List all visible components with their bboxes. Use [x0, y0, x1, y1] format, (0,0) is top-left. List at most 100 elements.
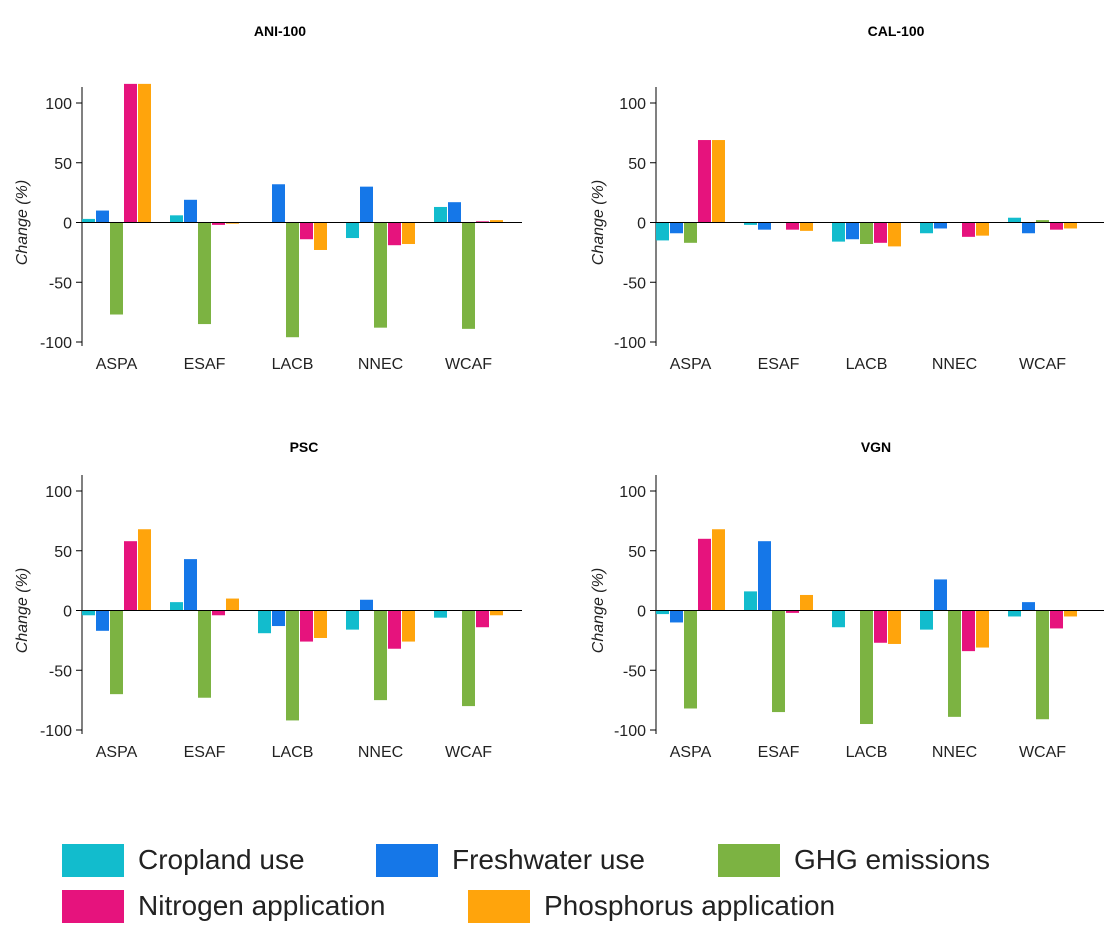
panel-ani-100-bar-lacb-nitrogen-application [300, 222, 313, 240]
panel-vgn-bar-wcaf-ghg-emissions [1036, 610, 1049, 720]
panel-cal-100-bar-aspa-phosphorus-application [712, 140, 725, 223]
legend-item-cropland-use: Cropland use [62, 840, 305, 880]
panel-psc-bar-aspa-ghg-emissions [110, 610, 123, 695]
panel-psc-bar-nnec-cropland-use [346, 610, 359, 630]
panel-cal-100-y-tick-label: 50 [628, 156, 646, 173]
legend-label-freshwater-use: Freshwater use [452, 844, 645, 875]
panel-vgn-bar-esaf-phosphorus-application [800, 594, 813, 611]
legend-swatch-phosphorus-application [468, 889, 530, 923]
panel-ani-100-x-tick-label: NNEC [358, 356, 403, 373]
legend-item-nitrogen-application: Nitrogen application [62, 886, 386, 926]
panel-ani-100-bar-esaf-phosphorus-application [226, 222, 239, 224]
panel-vgn-y-axis-label: Change (%) [590, 568, 607, 653]
legend-item-phosphorus-application: Phosphorus application [468, 886, 835, 926]
panel-vgn-bar-nnec-nitrogen-application [962, 610, 975, 652]
panel-ani-100-bar-lacb-ghg-emissions [286, 222, 299, 338]
panel-cal-100-y-tick-label: 0 [637, 216, 646, 233]
panel-cal-100-bar-lacb-ghg-emissions [860, 222, 873, 245]
panel-ani-100-x-tick-label: ASPA [96, 356, 138, 373]
panel-psc-bar-aspa-cropland-use [82, 610, 95, 616]
panel-vgn-x-tick-label: ESAF [758, 744, 800, 761]
legend-swatch-nitrogen-application [62, 889, 124, 923]
panel-vgn-bar-wcaf-phosphorus-application [1064, 610, 1077, 617]
panel-ani-100-bar-wcaf-cropland-use [434, 206, 447, 223]
panel-cal-100-x-tick-label: WCAF [1019, 356, 1066, 373]
panel-ani-100-bar-aspa-phosphorus-application [138, 83, 151, 223]
panel-psc-bar-esaf-freshwater-use [184, 559, 197, 611]
panel-vgn-bar-esaf-cropland-use [744, 591, 757, 611]
panel-psc-bar-wcaf-nitrogen-application [476, 610, 489, 628]
panel-vgn-x-tick-label: NNEC [932, 744, 977, 761]
panel-ani-100-bar-lacb-freshwater-use [272, 184, 285, 223]
panel-ani-100-bar-esaf-nitrogen-application [212, 222, 225, 225]
chart-figure: ANI-100 Change (%) -100 -50 0 50 100 ASPA ESAF LA… [14, 23, 1104, 761]
panel-ani-100-bar-aspa-cropland-use [82, 218, 95, 223]
legend-label-ghg-emissions: GHG emissions [794, 844, 991, 875]
panel-cal-100-y-tick-label: -50 [623, 275, 646, 292]
panel-psc-bar-wcaf-phosphorus-application [490, 610, 503, 616]
panel-ani-100-bar-wcaf-ghg-emissions [462, 222, 475, 329]
panel-cal-100-bar-aspa-nitrogen-application [698, 140, 711, 223]
panel-psc-x-tick-label: ESAF [184, 744, 226, 761]
panel-ani-100-y-axis-label: Change (%) [14, 180, 31, 265]
panel-vgn-bar-lacb-ghg-emissions [860, 610, 873, 725]
panel-psc-bar-nnec-phosphorus-application [402, 610, 415, 642]
panel-psc-bar-esaf-cropland-use [170, 602, 183, 611]
panel-psc-bar-aspa-phosphorus-application [138, 529, 151, 611]
panel-cal-100-y-tick-label: 100 [619, 96, 646, 113]
panel-vgn-x-tick-label: WCAF [1019, 744, 1066, 761]
panel-psc-bar-lacb-ghg-emissions [286, 610, 299, 721]
panel-cal-100-bar-nnec-freshwater-use [934, 222, 947, 229]
panel-ani-100-x-tick-label: LACB [272, 356, 314, 373]
panel-cal-100-bar-esaf-freshwater-use [758, 222, 771, 230]
panel-psc-bar-nnec-nitrogen-application [388, 610, 401, 649]
panel-ani-100-bar-esaf-cropland-use [170, 215, 183, 223]
panel-ani-100-bar-nnec-cropland-use [346, 222, 359, 239]
panel-cal-100-bar-wcaf-nitrogen-application [1050, 222, 1063, 230]
panel-vgn-title: VGN [861, 439, 891, 455]
panel-ani-100-x-tick-label: WCAF [445, 356, 492, 373]
legend-label-nitrogen-application: Nitrogen application [138, 890, 386, 921]
panel-vgn-bar-aspa-phosphorus-application [712, 529, 725, 611]
panel-vgn-bar-lacb-nitrogen-application [874, 610, 887, 643]
panel-vgn-x-tick-label: LACB [846, 744, 888, 761]
panel-vgn-y-tick-label: 50 [628, 544, 646, 561]
panel-vgn-bar-lacb-phosphorus-application [888, 610, 901, 644]
panel-cal-100-y-tick-label: -100 [614, 335, 646, 352]
panel-psc-bar-aspa-freshwater-use [96, 610, 109, 631]
legend-item-ghg-emissions: GHG emissions [718, 840, 990, 880]
panel-psc-bar-nnec-ghg-emissions [374, 610, 387, 701]
panel-vgn-bar-esaf-nitrogen-application [786, 610, 799, 613]
panel-ani-100-y-tick-label: 100 [45, 96, 72, 113]
panel-psc-bar-esaf-ghg-emissions [198, 610, 211, 698]
panel-cal-100-bar-lacb-freshwater-use [846, 222, 859, 240]
panel-vgn-bar-nnec-cropland-use [920, 610, 933, 630]
panel-vgn-bar-wcaf-nitrogen-application [1050, 610, 1063, 629]
panel-psc-bar-nnec-freshwater-use [360, 599, 373, 611]
panel-ani-100-bar-aspa-ghg-emissions [110, 222, 123, 315]
panel-ani-100-bar-lacb-phosphorus-application [314, 222, 327, 250]
panel-psc-bar-esaf-nitrogen-application [212, 610, 225, 616]
panel-psc-x-tick-label: ASPA [96, 744, 138, 761]
panel-cal-100-title: CAL-100 [868, 23, 925, 39]
panel-ani-100-y-tick-label: 50 [54, 156, 72, 173]
panel-cal-100-bar-nnec-nitrogen-application [962, 222, 975, 237]
panel-cal-100-bar-aspa-freshwater-use [670, 222, 683, 234]
panel-cal-100-bar-wcaf-cropland-use [1008, 217, 1021, 223]
panel-cal-100-bar-nnec-cropland-use [920, 222, 933, 234]
panel-vgn-x-tick-label: ASPA [670, 744, 712, 761]
panel-psc-y-tick-label: -50 [49, 663, 72, 680]
panel-psc-title: PSC [290, 439, 319, 455]
panel-psc-bar-aspa-nitrogen-application [124, 541, 137, 611]
panel-vgn-bar-esaf-freshwater-use [758, 541, 771, 611]
panel-psc-bar-lacb-cropland-use [258, 610, 271, 634]
legend-swatch-cropland-use [62, 843, 124, 877]
panel-cal-100-bar-wcaf-ghg-emissions [1036, 220, 1049, 223]
panel-cal-100-bar-aspa-ghg-emissions [684, 222, 697, 243]
panel-psc-y-tick-label: -100 [40, 723, 72, 740]
legend-swatch-freshwater-use [376, 843, 438, 877]
panel-cal-100-bar-wcaf-freshwater-use [1022, 222, 1035, 234]
panel-psc-bar-esaf-phosphorus-application [226, 598, 239, 611]
panel-cal-100-x-tick-label: ESAF [758, 356, 800, 373]
panel-vgn-bar-aspa-freshwater-use [670, 610, 683, 623]
